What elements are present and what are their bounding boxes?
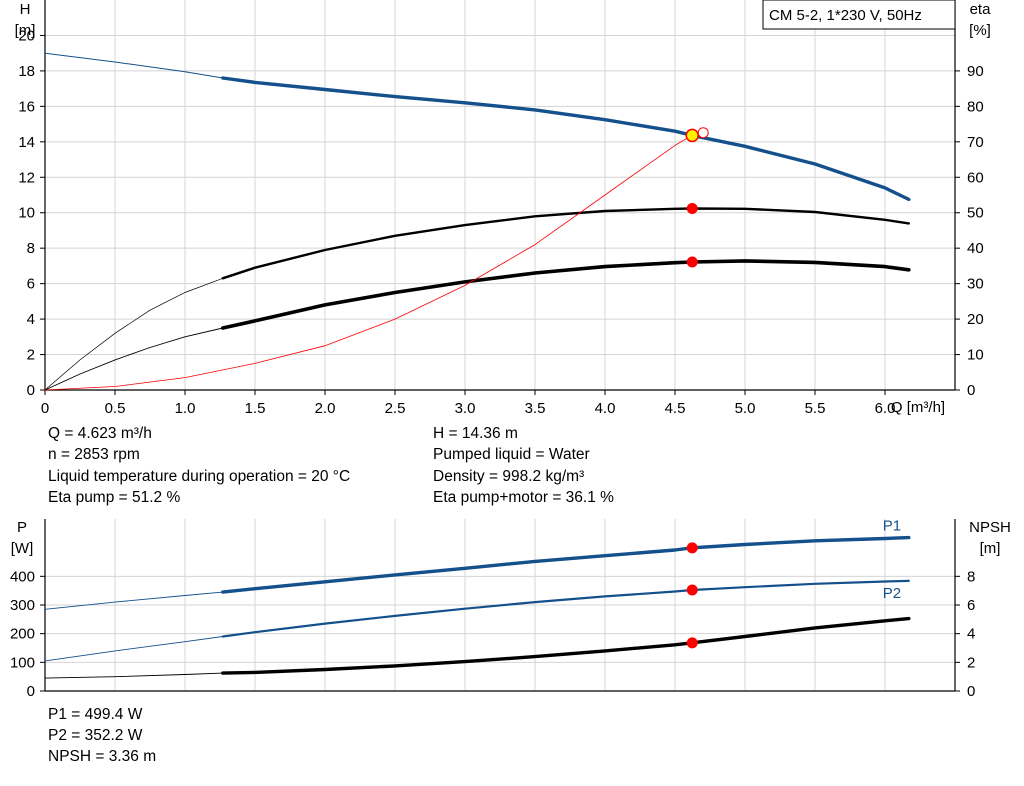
h-axis-label: H	[20, 1, 31, 18]
y-right-tick-label: 60	[967, 169, 984, 186]
speed-readout: n = 2853 rpm	[48, 446, 140, 463]
y-left-tick-label: 8	[27, 240, 35, 257]
eta_pump_motor-curve	[221, 259, 911, 330]
h-axis-unit: [m]	[15, 22, 36, 39]
x-tick-label: 2.5	[385, 400, 406, 417]
y-left-tick-label: 16	[18, 98, 35, 115]
npsh-tick-label: 0	[967, 683, 975, 700]
npsh-tick-label: 8	[967, 568, 975, 585]
eta_pump-curve-extrapolated	[44, 277, 223, 391]
x-tick-label: 6.0	[875, 400, 896, 417]
duty-point-p2	[686, 584, 698, 596]
legend-box	[762, 0, 956, 30]
x-tick-label: 1.0	[175, 400, 196, 417]
p1-curve-extrapolated	[44, 591, 223, 610]
x-tick-label: 1.5	[245, 400, 266, 417]
npsh-curve-extrapolated	[44, 672, 223, 679]
npsh-tick-label: 4	[967, 626, 975, 643]
eta_pump-curve	[221, 207, 910, 280]
p-tick-label: 400	[10, 568, 35, 585]
flow-readout: Q = 4.623 m³/h	[48, 425, 152, 442]
x-tick-label: 0.5	[105, 400, 126, 417]
y-left-tick-label: 2	[27, 347, 35, 364]
x-tick-label: 3.5	[525, 400, 546, 417]
npsh-curve	[221, 616, 911, 675]
npsh-axis-unit: [m]	[980, 540, 1001, 557]
x-tick-label: 2.0	[315, 400, 336, 417]
y-right-tick-label: 90	[967, 63, 984, 80]
p-axis-label: P	[17, 519, 27, 536]
x-tick-label: 5.0	[735, 400, 756, 417]
eta-ring-end-marker	[697, 127, 709, 139]
x-tick-label: 3.0	[455, 400, 476, 417]
y-left-tick-label: 20	[18, 27, 35, 44]
head-readout: H = 14.36 m	[433, 425, 518, 442]
p1-series-label: P1	[883, 518, 901, 535]
y-left-tick-label: 6	[27, 276, 35, 293]
tick-marks	[40, 34, 960, 692]
p-tick-label: 200	[10, 626, 35, 643]
liquid-temperature-readout: Liquid temperature during operation = 20…	[48, 468, 351, 485]
p2-curve	[221, 579, 910, 638]
top-axes	[44, 0, 956, 391]
pumped-liquid-readout: Pumped liquid = Water	[433, 446, 590, 463]
y-left-tick-label: 18	[18, 63, 35, 80]
y-right-tick-label: 20	[967, 311, 984, 328]
y-right-tick-label: 40	[967, 240, 984, 257]
duty-point-npsh	[686, 637, 698, 649]
x-tick-label: 5.5	[805, 400, 826, 417]
eta_pump_motor-curve-extrapolated	[44, 327, 223, 391]
duty-point-p1	[686, 542, 698, 554]
p-axis-unit: [W]	[11, 540, 34, 557]
npsh-tick-label: 6	[967, 597, 975, 614]
x-tick-label: 0	[41, 400, 49, 417]
top-grid	[44, 0, 955, 391]
head-curve-extrapolated	[44, 52, 223, 79]
x-tick-label: 4.5	[665, 400, 686, 417]
eta-axis-label: eta	[970, 1, 992, 18]
p2-curve-extrapolated	[44, 636, 223, 662]
npsh-axis-label: NPSH	[969, 519, 1011, 536]
p-tick-label: 100	[10, 654, 35, 671]
y-left-tick-label: 10	[18, 205, 35, 222]
eta_ring-curve	[44, 134, 694, 391]
y-right-tick-label: 0	[967, 382, 975, 399]
y-right-tick-label: 30	[967, 276, 984, 293]
y-left-tick-label: 14	[18, 134, 35, 151]
y-right-tick-label: 80	[967, 98, 984, 115]
p2-series-label: P2	[883, 585, 901, 602]
eta-axis-unit: [%]	[969, 22, 991, 39]
duty-point-head	[685, 128, 699, 143]
head-curve	[221, 76, 911, 202]
p1-curve	[221, 535, 911, 594]
p2-readout: P2 = 352.2 W	[48, 727, 143, 744]
legend-box-label: CM 5-2, 1*230 V, 50Hz	[769, 7, 922, 24]
npsh-tick-label: 2	[967, 654, 975, 671]
eta-pump-readout: Eta pump = 51.2 %	[48, 489, 181, 506]
y-left-tick-label: 12	[18, 169, 35, 186]
duty-point-eta-pump	[686, 202, 698, 214]
duty-point-eta-pump-motor	[686, 256, 698, 268]
q-axis-label: Q [m³/h]	[891, 399, 945, 416]
y-left-tick-label: 4	[27, 311, 35, 328]
density-readout: Density = 998.2 kg/m³	[433, 468, 585, 485]
p-tick-label: 0	[27, 683, 35, 700]
p-tick-label: 300	[10, 597, 35, 614]
y-right-tick-label: 70	[967, 134, 984, 151]
x-tick-label: 4.0	[595, 400, 616, 417]
y-right-tick-label: 50	[967, 205, 984, 222]
eta-pump-motor-readout: Eta pump+motor = 36.1 %	[433, 489, 614, 506]
y-left-tick-label: 0	[27, 382, 35, 399]
npsh-readout: NPSH = 3.36 m	[48, 748, 157, 765]
y-right-tick-label: 10	[967, 347, 984, 364]
p1-readout: P1 = 499.4 W	[48, 706, 143, 723]
